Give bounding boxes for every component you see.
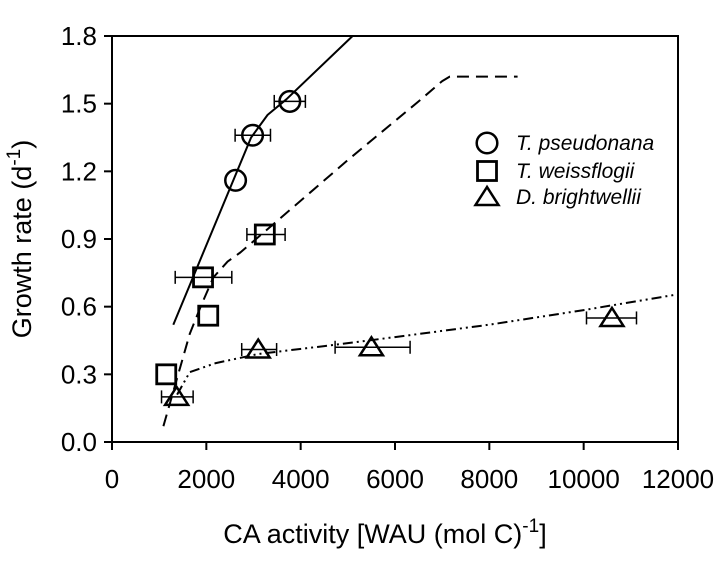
- y-axis-label: Growth rate (d-1): [4, 140, 37, 338]
- data-point-t-pseudonana: [241, 123, 265, 147]
- y-tick-label: 0.0: [61, 427, 97, 457]
- x-tick-label: 10000: [548, 464, 620, 494]
- y-tick-label: 0.3: [61, 359, 97, 389]
- x-tick-label: 2000: [177, 464, 235, 494]
- data-point-d-brightwellii: [598, 305, 626, 328]
- data-point-t-pseudonana: [224, 168, 248, 192]
- x-tick-label: 4000: [272, 464, 330, 494]
- x-tick-label: 12000: [642, 464, 714, 494]
- y-tick-label: 1.8: [61, 21, 97, 51]
- x-tick-label: 6000: [366, 464, 424, 494]
- legend-marker-t-weissflogii: [476, 160, 498, 182]
- y-tick-label: 1.2: [61, 156, 97, 186]
- x-axis-label: CA activity [WAU (mol C)-1]: [223, 516, 546, 549]
- legend-marker-t-pseudonana: [475, 131, 499, 155]
- data-point-d-brightwellii: [162, 384, 191, 407]
- data-point-t-weissflogii: [253, 223, 276, 246]
- x-tick-label: 8000: [460, 464, 518, 494]
- series-d-brightwellii: [160, 293, 679, 407]
- data-point-d-brightwellii: [357, 334, 386, 357]
- legend-marker-d-brightwellii: [473, 184, 501, 207]
- data-point-t-weissflogii: [155, 363, 178, 386]
- y-tick-label: 0.9: [61, 224, 97, 254]
- fit-line-t-pseudonana: [172, 35, 354, 326]
- data-point-t-pseudonana: [278, 89, 302, 113]
- data-point-t-weissflogii: [192, 266, 214, 289]
- data-point-d-brightwellii: [244, 337, 272, 359]
- legend: T. pseudonana T. weissflogii D. brightwell…: [473, 131, 654, 209]
- fit-line-d-brightwellii: [176, 293, 679, 396]
- legend-label-t-weissflogii: T. weissflogii: [516, 160, 636, 183]
- legend-label-t-pseudonana: T. pseudonana: [516, 132, 654, 155]
- legend-label-d-brightwellii: D. brightwellii: [516, 186, 642, 209]
- y-tick-label: 0.6: [61, 292, 97, 322]
- series-t-pseudonana: [172, 35, 354, 326]
- data-point-t-weissflogii: [197, 304, 220, 327]
- x-tick-label: 0: [105, 464, 119, 494]
- series-t-weissflogii: [155, 75, 518, 427]
- y-tick-label: 1.5: [61, 89, 97, 119]
